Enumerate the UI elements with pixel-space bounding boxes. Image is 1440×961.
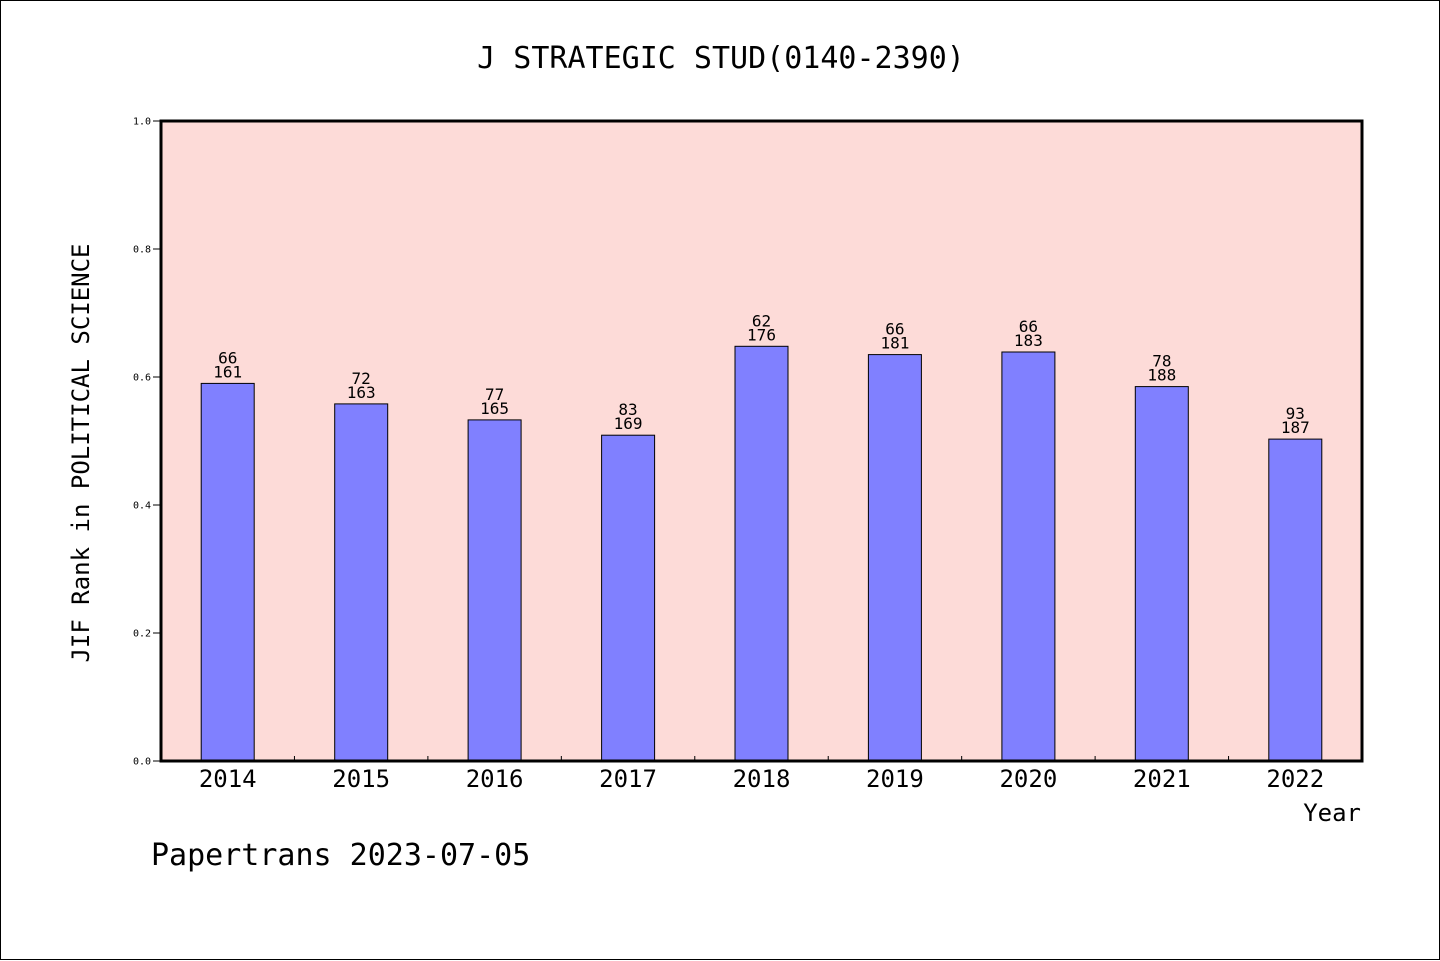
plot-border <box>159 119 1364 763</box>
y-tick-label: 0.6 <box>133 373 151 384</box>
x-axis-label: Year <box>1303 799 1361 827</box>
y-tick-label: 1.0 <box>133 117 151 128</box>
data-label-total: 183 <box>1014 331 1043 350</box>
y-tick-label: 0.0 <box>133 757 151 768</box>
data-label-total: 161 <box>213 362 242 381</box>
data-label-rank: 93 <box>1286 404 1305 423</box>
data-label-total: 188 <box>1147 366 1176 385</box>
bar-2020 <box>1001 351 1056 762</box>
y-axis: 0.0 0.2 0.4 0.6 0.8 1.0 <box>133 117 161 768</box>
data-label-rank: 66 <box>885 320 904 339</box>
bar-2022 <box>1268 438 1323 762</box>
y-tick-label: 0.4 <box>133 501 151 512</box>
data-label-total: 165 <box>480 399 509 418</box>
x-tick-label: 2018 <box>733 765 791 793</box>
y-tick-label: 0.2 <box>133 629 151 640</box>
bar-2015 <box>334 403 389 762</box>
x-tick-label: 2016 <box>466 765 524 793</box>
bar-2018 <box>734 345 789 762</box>
x-tick-label: 2015 <box>332 765 390 793</box>
x-tick-label: 2022 <box>1266 765 1324 793</box>
data-label-total: 181 <box>880 334 909 353</box>
data-label-total: 176 <box>747 325 776 344</box>
y-axis-label: JIF Rank in POLITICAL SCIENCE <box>67 243 95 662</box>
bar-2014 <box>200 382 255 762</box>
bar-2017 <box>601 434 656 762</box>
data-label-total: 163 <box>347 383 376 402</box>
data-label-total: 187 <box>1281 418 1310 437</box>
bar-2021 <box>1134 386 1189 762</box>
bar-2019 <box>867 354 922 762</box>
chart-title: J STRATEGIC STUD(0140-2390) <box>477 41 965 76</box>
data-label-rank: 66 <box>218 348 237 367</box>
bar-2016 <box>467 419 522 762</box>
data-label-total: 169 <box>614 414 643 433</box>
data-label-rank: 62 <box>752 311 771 330</box>
data-label-rank: 77 <box>485 385 504 404</box>
footer-date: Papertrans 2023-07-05 <box>151 838 530 873</box>
data-label-rank: 83 <box>618 400 637 419</box>
bars <box>200 345 1323 762</box>
data-label-rank: 66 <box>1019 317 1038 336</box>
x-tick-label: 2017 <box>599 765 657 793</box>
x-tick-label: 2014 <box>199 765 257 793</box>
x-axis: 2014 2015 2016 2017 2018 2019 2020 2021 2022 <box>199 756 1324 793</box>
x-tick-label: 2020 <box>999 765 1057 793</box>
data-label-rank: 78 <box>1152 352 1171 371</box>
x-tick-label: 2019 <box>866 765 924 793</box>
data-label-rank: 72 <box>352 369 371 388</box>
x-tick-label: 2021 <box>1133 765 1191 793</box>
y-tick-label: 0.8 <box>133 245 151 256</box>
